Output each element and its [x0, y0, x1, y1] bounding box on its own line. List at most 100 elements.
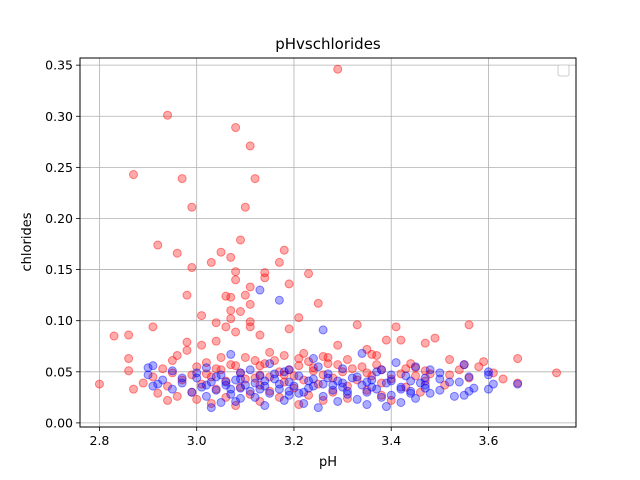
data-point [376, 378, 386, 388]
data-point [342, 355, 352, 365]
data-point [255, 370, 265, 380]
data-point [483, 384, 493, 394]
data-point [260, 401, 270, 411]
data-point [386, 374, 396, 384]
data-point [304, 376, 314, 386]
data-point [367, 375, 377, 385]
data-point [318, 370, 328, 380]
data-point [289, 381, 299, 391]
data-point [445, 355, 455, 365]
data-point [94, 379, 104, 389]
data-point [231, 275, 241, 285]
data-point [372, 350, 382, 360]
y-tick-label: 0.15 [45, 262, 73, 277]
data-point [333, 396, 343, 406]
data-point [240, 290, 250, 300]
data-point [274, 367, 284, 377]
data-point [294, 361, 304, 371]
data-point [235, 368, 245, 378]
data-point [299, 387, 309, 397]
data-point [182, 337, 192, 347]
data-point [216, 365, 226, 375]
data-point [435, 385, 445, 395]
data-point [245, 322, 255, 332]
data-point [211, 372, 221, 382]
data-point [406, 376, 416, 386]
y-axis-ticks: 0.00 0.05 0.10 0.15 0.20 0.25 0.30 0.35 [45, 58, 80, 430]
data-point [260, 359, 270, 369]
data-point [240, 202, 250, 212]
data-point [201, 363, 211, 373]
data-point [328, 387, 338, 397]
data-point [235, 382, 245, 392]
data-point [250, 174, 260, 184]
data-point [372, 384, 382, 394]
data-point [338, 382, 348, 392]
data-point [167, 384, 177, 394]
data-point [250, 378, 260, 388]
data-point [245, 386, 255, 396]
y-tick-label: 0.35 [45, 58, 73, 73]
data-point [167, 356, 177, 366]
data-point [333, 340, 343, 350]
data-point [376, 390, 386, 400]
data-point [201, 391, 211, 401]
data-point [289, 383, 299, 393]
data-point [187, 387, 197, 397]
data-point [425, 388, 435, 398]
data-point [216, 247, 226, 257]
data-point [318, 395, 328, 405]
data-point [381, 378, 391, 388]
data-point [474, 362, 484, 372]
data-point [265, 359, 275, 369]
data-point [216, 370, 226, 380]
data-point [148, 322, 158, 332]
data-point [401, 371, 411, 381]
data-point [172, 391, 182, 401]
data-point [386, 390, 396, 400]
data-point [454, 377, 464, 387]
data-point [255, 384, 265, 394]
data-point [177, 375, 187, 385]
data-point [376, 365, 386, 375]
data-point [163, 395, 173, 405]
data-point [459, 390, 469, 400]
data-point [124, 330, 134, 340]
data-point [182, 290, 192, 300]
data-point [270, 356, 280, 366]
data-point [279, 395, 289, 405]
data-point [289, 371, 299, 381]
data-point [362, 377, 372, 387]
data-point [294, 388, 304, 398]
data-point [245, 389, 255, 399]
data-point [294, 400, 304, 410]
data-point [192, 362, 202, 372]
data-point [308, 366, 318, 376]
data-point [386, 376, 396, 386]
data-point [153, 379, 163, 389]
data-point [435, 374, 445, 384]
data-point [187, 387, 197, 397]
data-point [148, 361, 158, 371]
data-point [367, 382, 377, 392]
y-tick-label: 0.00 [45, 415, 73, 430]
data-point [177, 378, 187, 388]
data-point [469, 383, 479, 393]
plot-frame [79, 57, 577, 428]
data-point [226, 360, 236, 370]
data-point [235, 393, 245, 403]
data-point [323, 359, 333, 369]
data-point [352, 394, 362, 404]
data-point [488, 368, 498, 378]
data-point [372, 367, 382, 377]
data-point [464, 320, 474, 330]
data-point [167, 366, 177, 376]
data-point [216, 352, 226, 362]
data-point [391, 322, 401, 332]
data-point [464, 386, 474, 396]
data-point [138, 378, 148, 388]
data-point [265, 386, 275, 396]
data-point [260, 268, 270, 278]
data-point [376, 365, 386, 375]
